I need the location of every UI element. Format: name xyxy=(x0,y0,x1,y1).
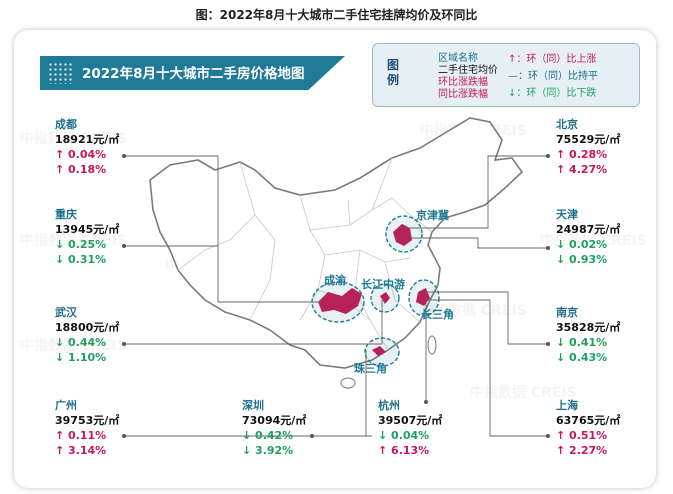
city-price: 18921元/㎡ xyxy=(55,133,120,146)
city-price: 39507元/㎡ xyxy=(378,414,443,427)
city-yoy: ↑ 3.14% xyxy=(55,444,107,457)
city-block-tianjin: 天津 24987元/㎡ ↓ 0.02% ↓ 0.93% xyxy=(556,207,620,267)
legend-flat: —：环（同）比持平 xyxy=(508,71,598,82)
region-label-csj: 长三角 xyxy=(421,308,454,321)
city-name: 广州 xyxy=(55,399,77,412)
city-price: 35828元/㎡ xyxy=(556,321,621,334)
region-label-zsj: 珠三角 xyxy=(354,362,387,375)
city-mom: ↑ 0.11% xyxy=(55,429,107,442)
china-outline xyxy=(149,117,524,369)
city-mom: ↓ 0.41% xyxy=(556,336,608,349)
city-block-hangzhou: 杭州 39507元/㎡ ↓ 0.04% ↑ 6.13% xyxy=(378,398,442,458)
city-name: 天津 xyxy=(556,208,578,221)
city-block-beijing: 北京 75529元/㎡ ↑ 0.28% ↑ 4.27% xyxy=(556,117,620,177)
city-block-shenzhen: 深圳 73094元/㎡ ↓ 0.42% ↓ 3.92% xyxy=(242,398,306,458)
city-price: 75529元/㎡ xyxy=(556,133,621,146)
watermark: 中指数据 CREIS xyxy=(20,131,127,147)
city-name: 杭州 xyxy=(378,399,400,412)
map-title-banner xyxy=(40,56,345,90)
city-name: 南京 xyxy=(556,306,578,319)
region-label-cy: 成渝 xyxy=(324,274,346,287)
watermark: 中指数据 CREIS xyxy=(470,385,577,401)
city-name: 北京 xyxy=(556,118,578,131)
city-price: 39753元/㎡ xyxy=(55,414,120,427)
jjj-circle xyxy=(385,215,423,253)
csj-circle xyxy=(408,279,440,317)
city-name: 深圳 xyxy=(242,399,264,412)
city-block-wuhan: 武汉 18800元/㎡ ↓ 0.44% ↓ 1.10% xyxy=(55,305,119,365)
city-price: 73094元/㎡ xyxy=(242,414,307,427)
map-title: 2022年8月十大城市二手房价格地图 xyxy=(82,66,305,82)
cy-area-shape xyxy=(318,288,362,314)
legend-price-line: 二手住宅均价 xyxy=(438,65,498,76)
leader-dots xyxy=(122,154,550,438)
city-yoy: ↓ 3.92% xyxy=(242,444,294,457)
city-price: 24987元/㎡ xyxy=(556,223,621,236)
city-yoy: ↓ 0.43% xyxy=(556,351,608,364)
city-yoy: ↑ 4.27% xyxy=(556,163,608,176)
region-label-jjj: 京津冀 xyxy=(416,209,449,222)
city-price: 63765元/㎡ xyxy=(556,414,621,427)
watermark: 中指数据 CREIS xyxy=(20,338,127,354)
watermark: 中指数据 CREIS xyxy=(20,233,127,249)
cj-circle xyxy=(370,283,400,313)
watermark: 中指数据 CREIS xyxy=(420,303,527,319)
city-yoy: ↑ 2.27% xyxy=(556,444,608,457)
city-yoy: ↓ 0.93% xyxy=(556,253,608,266)
city-mom: ↓ 0.25% xyxy=(55,238,107,251)
city-block-nanjing: 南京 35828元/㎡ ↓ 0.41% ↓ 0.43% xyxy=(556,305,620,365)
city-mom: ↓ 0.02% xyxy=(556,238,608,251)
taiwan-island xyxy=(427,335,437,355)
city-mom: ↓ 0.04% xyxy=(378,429,430,442)
legend-yoy-line: 同比涨跌幅 xyxy=(438,89,488,100)
city-block-chongqing: 重庆 13945元/㎡ ↓ 0.25% ↓ 0.31% xyxy=(55,207,119,267)
legend-heading: 图例 xyxy=(386,58,399,87)
city-block-guangzhou: 广州 39753元/㎡ ↑ 0.11% ↑ 3.14% xyxy=(55,398,119,458)
city-name: 成都 xyxy=(55,118,77,131)
csj-area-shape xyxy=(416,288,430,306)
city-mom: ↓ 0.42% xyxy=(242,429,294,442)
city-mom: ↑ 0.04% xyxy=(55,148,107,161)
city-block-chengdu: 成都 18921元/㎡ ↑ 0.04% ↑ 0.18% xyxy=(55,117,119,177)
legend-mom-line: 环比涨跌幅 xyxy=(438,77,488,88)
city-price: 18800元/㎡ xyxy=(55,321,120,334)
city-yoy: ↑ 6.13% xyxy=(378,444,430,457)
city-block-shanghai: 上海 63765元/㎡ ↑ 0.51% ↑ 2.27% xyxy=(556,398,620,458)
city-mom: ↑ 0.51% xyxy=(556,429,608,442)
city-name: 武汉 xyxy=(55,306,77,319)
zsj-area-shape xyxy=(372,346,386,356)
city-name: 上海 xyxy=(556,399,578,412)
jjj-area-shape xyxy=(393,224,412,246)
figure-title: 图：2022年8月十大城市二手住宅挂牌均价及环同比 xyxy=(195,8,478,22)
legend-box xyxy=(372,43,640,107)
city-yoy: ↓ 0.31% xyxy=(55,253,107,266)
city-name: 重庆 xyxy=(55,208,77,221)
watermark: 中指数据 CREIS xyxy=(540,233,647,249)
leader-lines xyxy=(124,155,548,437)
city-yoy: ↑ 0.18% xyxy=(55,163,107,176)
city-mom: ↓ 0.44% xyxy=(55,336,107,349)
city-mom: ↑ 0.28% xyxy=(556,148,608,161)
city-yoy: ↓ 1.10% xyxy=(55,351,107,364)
region-label-cj: 长江中游 xyxy=(361,278,405,291)
legend-up: ↑：环（同）比上涨 xyxy=(508,54,597,65)
dots-decoration xyxy=(48,62,74,84)
legend-down: ↓：环（同）比下跌 xyxy=(508,88,597,99)
city-price: 13945元/㎡ xyxy=(55,223,120,236)
cj-area-shape xyxy=(380,292,390,304)
hainan-island xyxy=(340,377,356,389)
legend-name-line: 区域名称 xyxy=(438,53,478,64)
